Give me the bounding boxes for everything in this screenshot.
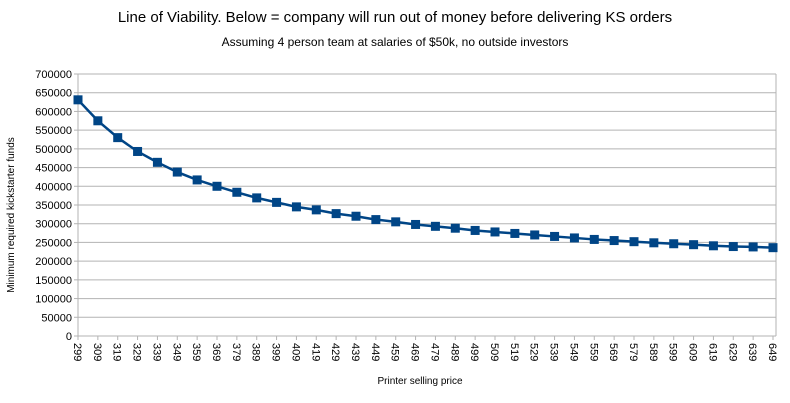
x-tick-label: 519 <box>508 343 520 361</box>
y-axis-label: Minimum required kickstarter funds <box>6 137 17 293</box>
data-point-marker <box>430 221 440 231</box>
data-point-marker <box>291 202 301 212</box>
y-tick-label: 300000 <box>35 219 72 231</box>
y-tick-label: 650000 <box>35 88 72 100</box>
data-point-marker <box>649 238 659 248</box>
data-point-marker <box>311 205 321 215</box>
data-point-marker <box>669 239 679 249</box>
data-point-marker <box>133 146 143 156</box>
x-axis-label: Printer selling price <box>377 376 462 387</box>
x-tick-label: 549 <box>567 343 579 361</box>
y-tick-label: 700000 <box>35 69 72 81</box>
x-tick-label: 449 <box>369 343 381 361</box>
x-tick-label: 629 <box>726 343 738 361</box>
data-point-marker <box>589 234 599 244</box>
chart-subtitle: Assuming 4 person team at salaries of $5… <box>221 35 569 49</box>
x-tick-label: 359 <box>190 343 202 361</box>
y-tick-label: 200000 <box>35 256 72 268</box>
data-point-marker <box>252 193 262 203</box>
data-point-marker <box>192 175 202 185</box>
data-point-marker <box>728 242 738 252</box>
x-tick-label: 559 <box>587 343 599 361</box>
x-tick-label: 589 <box>647 343 659 361</box>
data-point-marker <box>113 133 123 143</box>
y-tick-label: 0 <box>66 331 72 343</box>
data-point-marker <box>93 116 103 126</box>
x-tick-label: 599 <box>667 343 679 361</box>
data-point-marker <box>152 157 162 167</box>
x-tick-label: 489 <box>448 343 460 361</box>
x-tick-label: 389 <box>250 343 262 361</box>
x-tick-label: 369 <box>210 343 222 361</box>
y-tick-label: 250000 <box>35 237 72 249</box>
y-tick-label: 600000 <box>35 106 72 118</box>
data-point-marker <box>73 95 83 105</box>
x-tick-label: 649 <box>766 343 778 361</box>
data-point-marker <box>490 227 500 237</box>
x-tick-label: 299 <box>71 343 83 361</box>
data-point-marker <box>411 219 421 229</box>
x-tick-label: 349 <box>170 343 182 361</box>
y-tick-label: 100000 <box>35 294 72 306</box>
data-point-marker <box>371 215 381 225</box>
y-tick-label: 150000 <box>35 275 72 287</box>
x-tick-label: 569 <box>607 343 619 361</box>
x-tick-label: 529 <box>528 343 540 361</box>
data-point-marker <box>530 230 540 240</box>
data-point-marker <box>351 211 361 221</box>
data-point-marker <box>391 217 401 227</box>
data-point-marker <box>569 233 579 243</box>
x-tick-label: 439 <box>349 343 361 361</box>
data-point-marker <box>510 228 520 238</box>
data-point-marker <box>550 231 560 241</box>
series-line <box>77 98 774 249</box>
data-point-marker <box>331 209 341 219</box>
x-tick-label: 469 <box>409 343 421 361</box>
x-tick-label: 309 <box>91 343 103 361</box>
x-tick-label: 329 <box>131 343 143 361</box>
x-tick-label: 539 <box>548 343 560 361</box>
data-point-marker <box>470 225 480 235</box>
data-point-marker <box>768 243 778 253</box>
x-tick-label: 379 <box>230 343 242 361</box>
data-point-marker <box>689 240 699 250</box>
data-point-marker <box>172 167 182 177</box>
y-tick-label: 500000 <box>35 144 72 156</box>
chart-title: Line of Viability. Below = company will … <box>117 9 673 26</box>
x-tick-label: 339 <box>150 343 162 361</box>
x-tick-label: 409 <box>289 343 301 361</box>
x-tick-label: 459 <box>389 343 401 361</box>
x-tick-label: 429 <box>329 343 341 361</box>
data-point-marker <box>450 223 460 233</box>
y-tick-label: 400000 <box>35 181 72 193</box>
y-tick-label: 450000 <box>35 163 72 175</box>
x-tick-label: 579 <box>627 343 639 361</box>
y-tick-label: 350000 <box>35 200 72 212</box>
x-tick-label: 319 <box>111 343 123 361</box>
data-point-marker <box>629 237 639 247</box>
x-tick-label: 419 <box>309 343 321 361</box>
x-tick-label: 639 <box>746 343 758 361</box>
x-tick-label: 479 <box>428 343 440 361</box>
x-tick-label: 399 <box>270 343 282 361</box>
data-point-marker <box>609 236 619 246</box>
x-tick-label: 609 <box>687 343 699 361</box>
x-tick-label: 499 <box>468 343 480 361</box>
data-point-marker <box>272 197 282 207</box>
x-tick-label: 619 <box>706 343 718 361</box>
data-point-marker <box>232 187 242 197</box>
x-tick-label: 509 <box>488 343 500 361</box>
y-tick-label: 550000 <box>35 125 72 137</box>
y-tick-label: 50000 <box>41 312 72 324</box>
data-point-marker <box>748 242 758 252</box>
data-point-marker <box>212 181 222 191</box>
data-point-marker <box>708 241 718 251</box>
